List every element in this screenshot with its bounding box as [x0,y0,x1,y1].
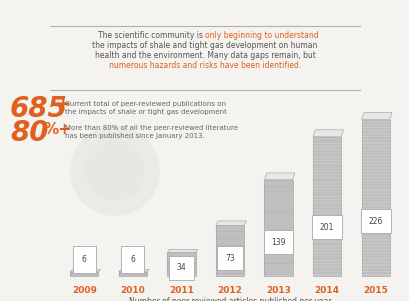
Text: has been published since January 2013.: has been published since January 2013. [65,133,204,139]
Text: 685: 685 [10,95,67,123]
Text: 2013: 2013 [265,286,290,295]
Text: 34: 34 [176,263,186,272]
Text: 73: 73 [225,254,234,263]
Polygon shape [167,249,197,253]
Text: 139: 139 [271,238,285,247]
FancyBboxPatch shape [167,253,195,276]
Text: +: + [55,95,71,114]
Text: 2011: 2011 [169,286,193,295]
Text: 6: 6 [130,255,135,264]
Polygon shape [216,221,246,225]
Polygon shape [312,130,343,137]
Polygon shape [361,113,391,119]
Text: the impacts of shale or tight gas development: the impacts of shale or tight gas develo… [65,109,226,115]
FancyBboxPatch shape [216,225,243,276]
Text: Current total of peer-reviewed publications on: Current total of peer-reviewed publicati… [65,101,225,107]
Circle shape [85,141,145,201]
Polygon shape [70,270,100,272]
Text: only beginning to understand: only beginning to understand [204,30,318,39]
Polygon shape [119,270,149,272]
Text: numerous hazards and risks have been identified.: numerous hazards and risks have been ide… [109,61,300,70]
Text: 2009: 2009 [72,286,97,295]
Text: 6: 6 [82,255,87,264]
Text: More than 80% of all the peer-reviewed literature: More than 80% of all the peer-reviewed l… [65,125,237,131]
FancyBboxPatch shape [70,272,98,276]
Text: The scientific community is: The scientific community is [97,30,204,39]
Circle shape [70,126,160,216]
Text: the impacts of shale and tight gas development on human: the impacts of shale and tight gas devel… [92,41,317,49]
Text: 201: 201 [319,223,333,232]
FancyBboxPatch shape [361,119,389,276]
Text: 2015: 2015 [362,286,387,295]
Text: 2010: 2010 [120,286,145,295]
Text: 226: 226 [368,217,382,226]
Text: %+: %+ [44,123,72,138]
Text: 2012: 2012 [217,286,242,295]
Text: health and the environment. Many data gaps remain, but: health and the environment. Many data ga… [94,51,315,60]
Polygon shape [264,173,294,180]
FancyBboxPatch shape [119,272,146,276]
Text: Number of peer-reviewed articles published per year: Number of peer-reviewed articles publish… [128,297,330,301]
FancyBboxPatch shape [312,137,340,276]
Text: 2014: 2014 [314,286,339,295]
Text: 80: 80 [10,119,48,147]
FancyBboxPatch shape [264,180,292,276]
